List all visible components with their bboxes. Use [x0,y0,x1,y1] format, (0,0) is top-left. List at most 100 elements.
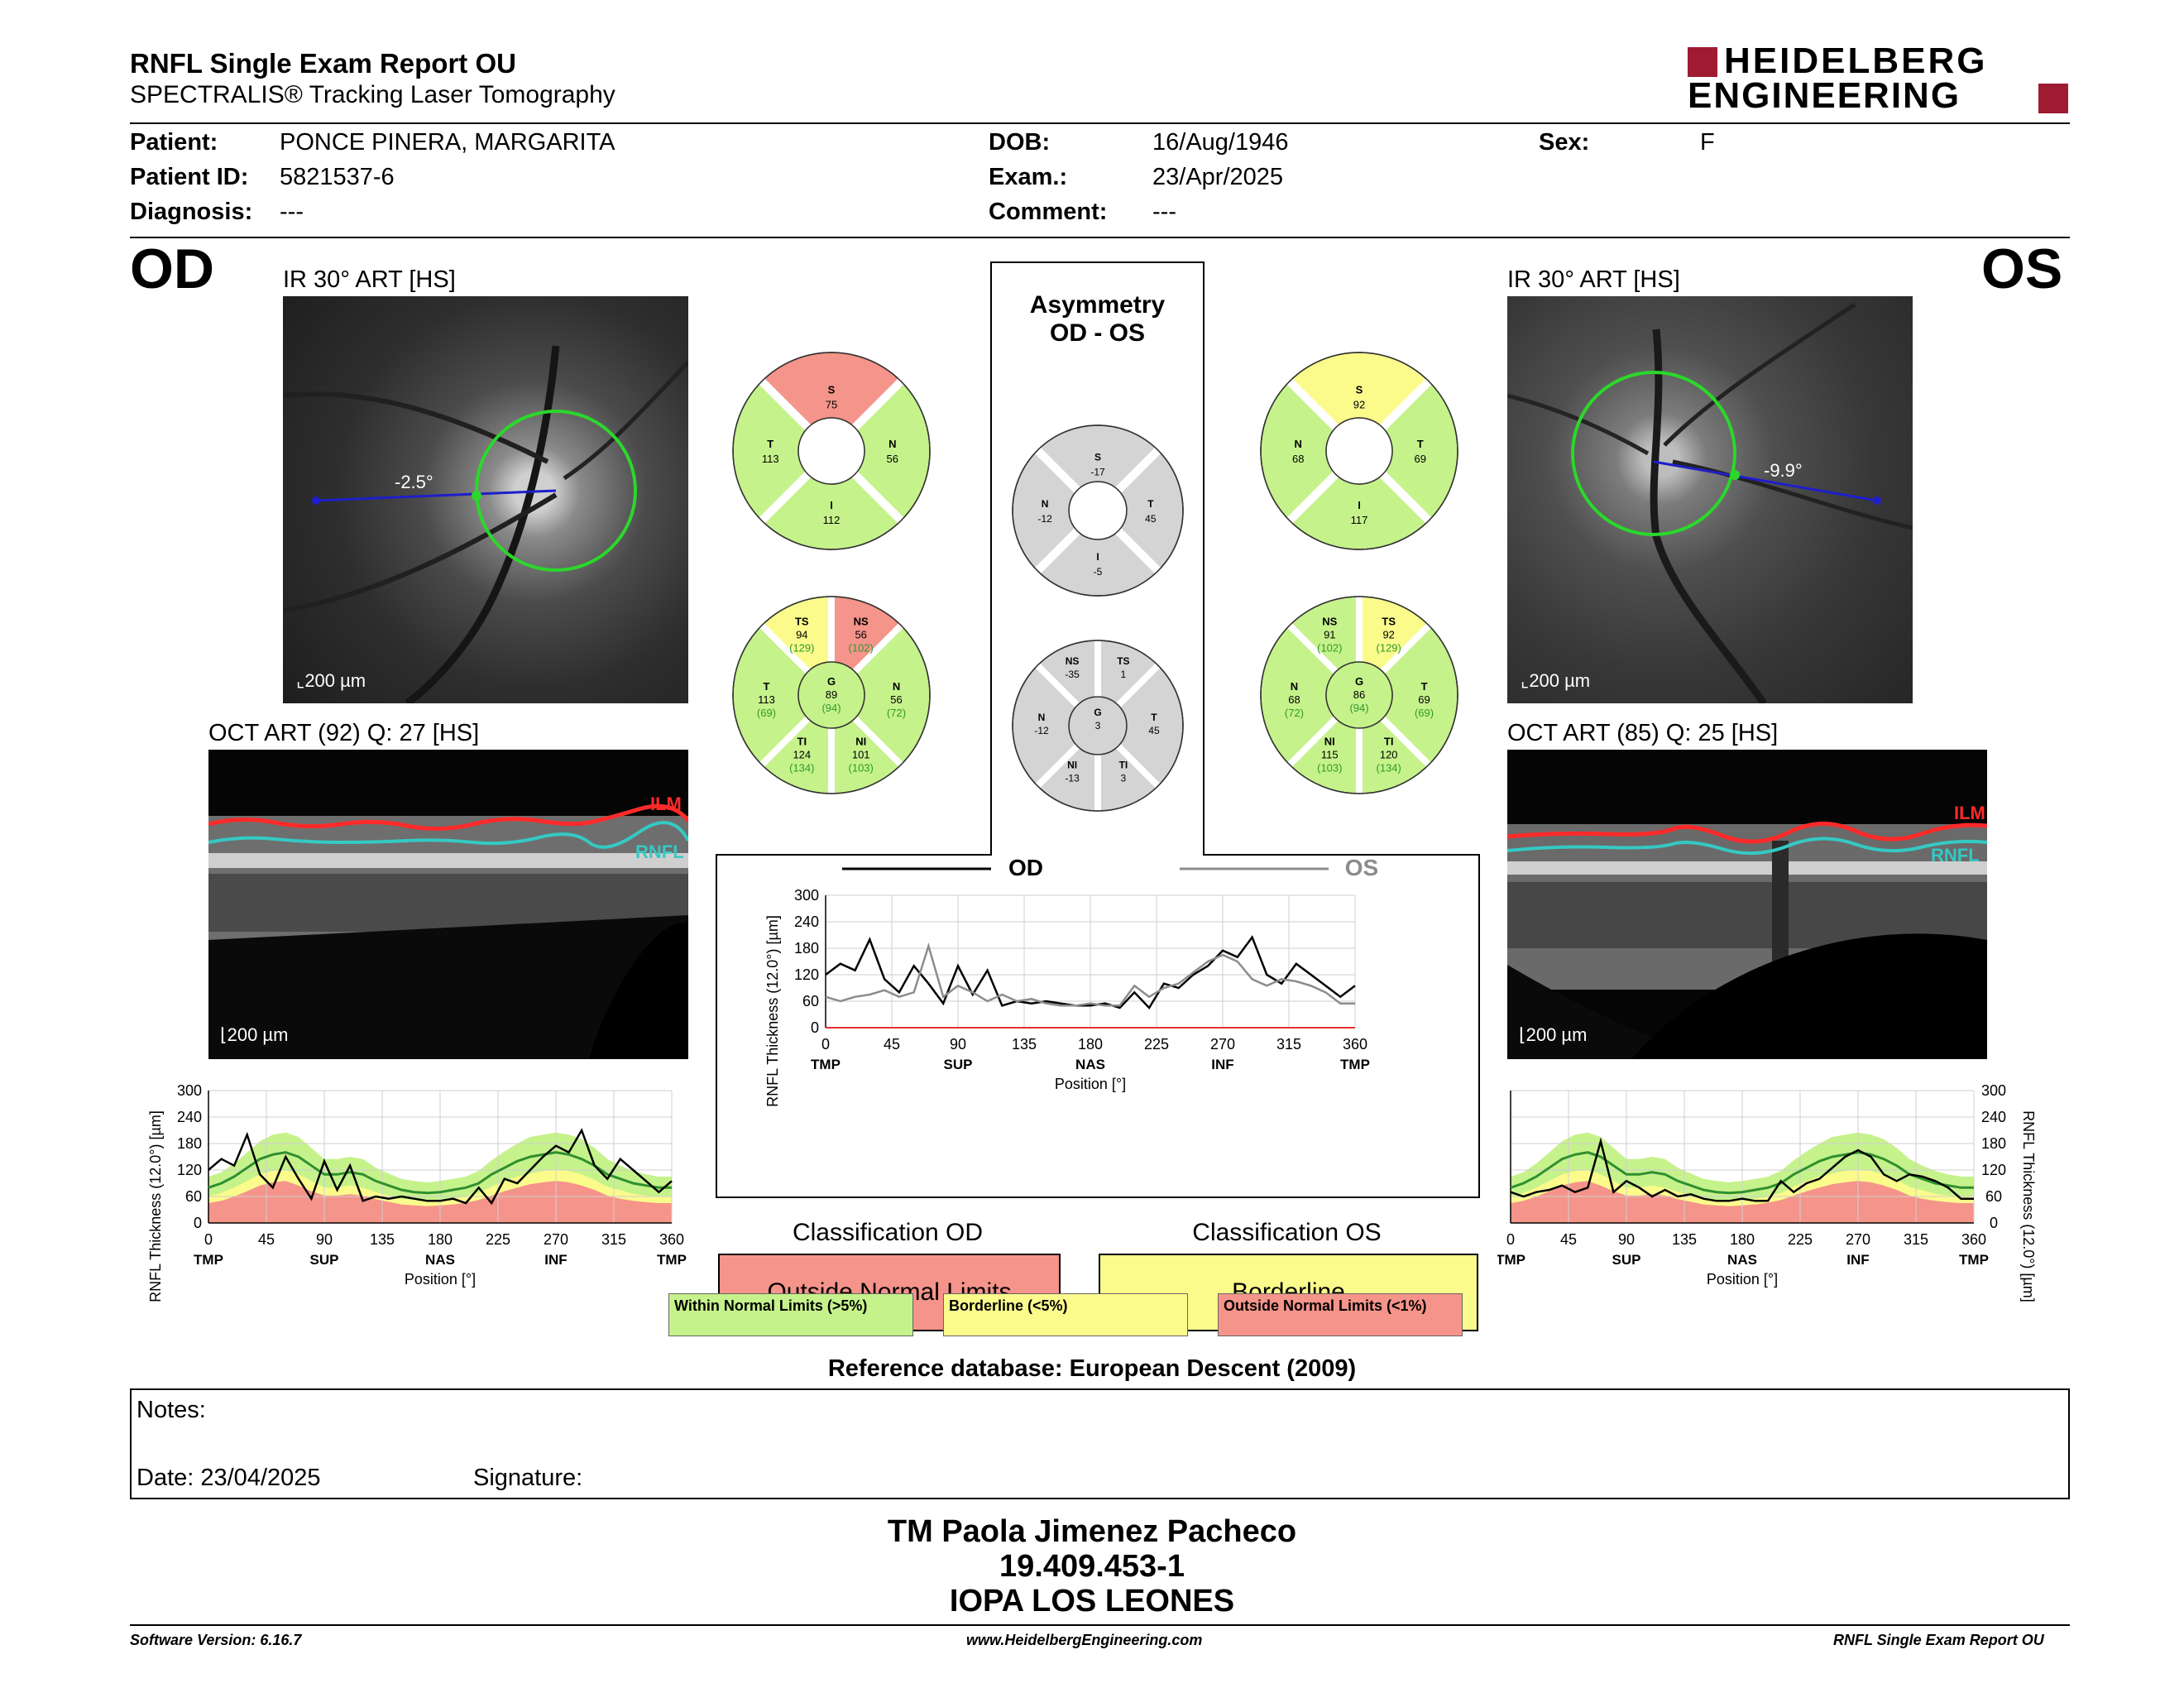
combined-legend-od: OD [1008,856,1043,880]
os4-sector-label-t: T [1417,438,1424,450]
od-profile-ytick: 240 [177,1109,202,1125]
os-eye-label: OS [1981,237,2063,300]
os4-sector-label-i: I [1358,499,1361,511]
od-profile-ytick: 180 [177,1135,202,1152]
od-profile-thickness-line [208,1128,673,1206]
os-profile-xtick: 0 [1506,1231,1515,1248]
os-angle-label: -9.9° [1764,460,1803,481]
asym4-sector-label-s: S [1094,451,1101,463]
osg-sector-label-ti: TI [1384,736,1394,748]
asymmetry-title: Asymmetry OD - OS [991,291,1204,348]
od-oct-caption: OCT ART (92) Q: 27 [HS] [208,720,480,746]
asymg-sector-label-ti: TI [1119,760,1128,771]
od-angle-label: -2.5° [395,472,433,492]
odg-sector-value-g: 89 [826,688,837,701]
asym4-sector-value-s: -17 [1090,466,1105,477]
sex-label: Sex: [1539,129,1590,156]
asym4-sector-label-t: T [1147,498,1154,510]
odg-sector-value-ti: 124 [793,749,811,761]
os-profile-xtick: 135 [1672,1231,1697,1248]
patient-id-value: 5821537-6 [280,164,395,190]
osg-sector-value-ni: 115 [1321,749,1339,761]
os-ir-scale: ⌞200 µm [1521,670,1591,691]
od-profile-xtick: 0 [204,1231,213,1248]
od-rnfl-label: RNFL [635,842,684,862]
os-profile-thickness-line [1510,1137,1974,1202]
asymg-sector-value-g: 3 [1095,720,1101,731]
od4-sector-label-t: T [767,438,774,450]
report-subtitle: SPECTRALIS® Tracking Laser Tomography [130,81,615,108]
odg-sector-ref-ti: (134) [789,762,814,774]
combined-ytick: 300 [794,887,819,904]
od4-sector-value-i: 112 [823,514,841,526]
report-title: RNFL Single Exam Report OU [130,48,516,79]
od-profile-ytick: 0 [194,1215,202,1231]
os-ir-caption: IR 30° ART [HS] [1507,266,1680,293]
os-oct-overlay: ILM RNFL [1507,803,1987,1059]
os-oct-caption: OCT ART (85) Q: 25 [HS] [1507,720,1779,746]
asym-sector-chart-garway: NS -35 TS 1 T 45 TI 3 NI -13 N -12 G 3 [1012,640,1184,812]
osg-sector-value-ti: 120 [1380,749,1398,761]
odg-sector-ref-t: (69) [757,707,776,719]
os-profile-xtick: 360 [1961,1231,1986,1248]
signatory-name: TM Paola Jimenez Pacheco [887,1514,1297,1549]
asymg-sector-label-ts: TS [1117,655,1129,667]
asymg-sector-value-ni: -13 [1065,773,1080,784]
os-profile-ytick: 300 [1981,1082,2006,1099]
os-profile-xlabel: Position [°] [1707,1271,1778,1288]
footer-report-name: RNFL Single Exam Report OU [1833,1632,2044,1648]
asymg-sector-label-g: G [1094,707,1101,718]
asymmetry-title-line1: Asymmetry [1029,291,1166,319]
os-profile-normal-mean [1510,1151,1974,1195]
asymg-sector-label-n: N [1038,712,1046,723]
od4-sector-label-s: S [828,384,836,396]
odg-sector-ref-ni: (103) [849,762,874,774]
diagnosis-label: Diagnosis: [130,199,253,225]
logo-line2: ENGINEERING [1688,75,1961,116]
os4-sector-value-t: 69 [1415,453,1426,465]
odg-sector-label-t: T [763,680,769,693]
website-link[interactable]: www.HeidelbergEngineering.com [966,1632,1203,1648]
exam-label: Exam.: [989,164,1068,190]
odg-sector-value-ni: 101 [852,749,870,761]
os-rnfl-label: RNFL [1931,845,1980,866]
os-oct-scale-text: 200 µm [1525,1024,1588,1045]
dob-label: DOB: [989,129,1051,156]
notes-signature: Signature: [473,1465,583,1491]
od-profile-xtick: 225 [486,1231,510,1248]
combined-ytick: 120 [794,966,819,983]
od-profile-xtick: 270 [544,1231,568,1248]
asym4-sector-label-n: N [1042,498,1049,510]
signatory-institution: IOPA LOS LEONES [949,1584,1235,1618]
dob-value: 16/Aug/1946 [1152,129,1289,156]
os-profile-xcat: NAS [1727,1252,1757,1268]
od-eye-label: OD [130,237,214,300]
od-rnfl-profile-chart: 0 60 120 180 240 300 0 45 90 135 180 225 270 315 360 TM… [147,1082,687,1302]
osg-sector-label-ts: TS [1382,615,1396,627]
odg-sector-ref-ns: (102) [849,641,874,654]
od-sector-chart-4: S 75 N 56 I 112 T 113 [732,352,931,550]
logo-line1: HEIDELBERG [1724,41,1988,81]
combined-xtick: 0 [821,1036,830,1053]
od-profile-ytick: 300 [177,1082,202,1099]
os-oct-scan: ILM RNFL ⌊200 µm [1507,750,1987,1059]
odg-sector-ref-g: (94) [821,702,841,714]
combined-xtick: 90 [950,1036,966,1053]
osg-sector-g [1325,661,1393,729]
combined-rnfl-chart: 0 60 120 180 240 300 0 45 90 135 180 225 270 315 360 TM… [764,856,1378,1107]
asymg-sector-value-t: 45 [1148,725,1160,736]
os-profile-xtick: 180 [1730,1231,1755,1248]
asymg-sector-value-ti: 3 [1121,773,1127,784]
osg-sector-label-t: T [1421,680,1428,693]
asymmetry-title-line2: OD - OS [1049,319,1145,347]
os-profile-xtick: 270 [1846,1231,1870,1248]
od-oct-scale-text: 200 µm [227,1024,289,1045]
os-profile-ytick: 120 [1981,1162,2006,1178]
os4-sector-label-s: S [1356,384,1363,396]
comment-value: --- [1152,199,1176,225]
os-ir-scale-text: 200 µm [1529,670,1591,691]
odg-sector-g [797,661,865,729]
od-profile-xtick: 315 [601,1231,626,1248]
od-oct-scale: ⌊200 µm [220,1024,289,1045]
os-profile-xcat: INF [1846,1252,1869,1268]
